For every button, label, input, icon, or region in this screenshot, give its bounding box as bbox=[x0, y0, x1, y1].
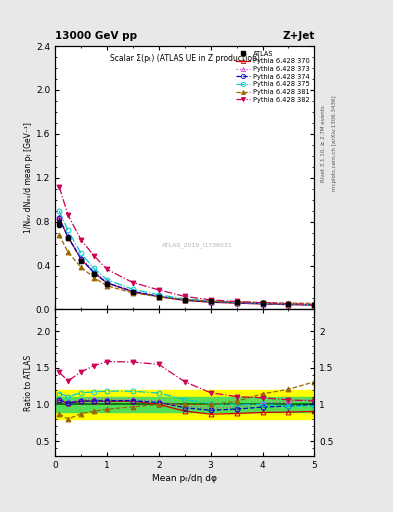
Pythia 6.428 381 bbox=[79, 264, 83, 270]
Pythia 6.428 370 bbox=[234, 300, 239, 306]
Pythia 6.428 381 bbox=[92, 274, 96, 281]
Pythia 6.428 373 bbox=[208, 298, 213, 305]
Text: mcplots.cern.ch [arXiv:1306.3436]: mcplots.cern.ch [arXiv:1306.3436] bbox=[332, 96, 337, 191]
Pythia 6.428 375 bbox=[105, 276, 109, 283]
Pythia 6.428 382 bbox=[66, 212, 70, 218]
Legend: ATLAS, Pythia 6.428 370, Pythia 6.428 373, Pythia 6.428 374, Pythia 6.428 375, P: ATLAS, Pythia 6.428 370, Pythia 6.428 37… bbox=[234, 50, 311, 104]
Pythia 6.428 373 bbox=[57, 214, 62, 220]
Text: ATLAS_2019_I1736531: ATLAS_2019_I1736531 bbox=[162, 242, 233, 248]
Pythia 6.428 375 bbox=[57, 207, 62, 214]
Pythia 6.428 370 bbox=[286, 302, 291, 308]
Pythia 6.428 375 bbox=[312, 302, 317, 308]
Pythia 6.428 382 bbox=[156, 287, 161, 293]
Pythia 6.428 374 bbox=[312, 302, 317, 308]
Pythia 6.428 374 bbox=[66, 234, 70, 240]
Pythia 6.428 374 bbox=[105, 280, 109, 286]
Pythia 6.428 374 bbox=[260, 301, 265, 307]
Pythia 6.428 382 bbox=[286, 301, 291, 307]
Y-axis label: Ratio to ATLAS: Ratio to ATLAS bbox=[24, 354, 33, 411]
Pythia 6.428 382 bbox=[312, 302, 317, 308]
Pythia 6.428 375 bbox=[208, 298, 213, 304]
Pythia 6.428 382 bbox=[208, 297, 213, 303]
X-axis label: Mean pₜ/dη dφ: Mean pₜ/dη dφ bbox=[152, 474, 217, 483]
Pythia 6.428 375 bbox=[130, 286, 135, 292]
Text: Z+Jet: Z+Jet bbox=[282, 31, 314, 41]
Pythia 6.428 381 bbox=[66, 249, 70, 255]
Pythia 6.428 370 bbox=[105, 280, 109, 286]
Pythia 6.428 370 bbox=[57, 215, 62, 221]
Pythia 6.428 370 bbox=[156, 294, 161, 300]
Pythia 6.428 374 bbox=[182, 297, 187, 303]
Pythia 6.428 375 bbox=[286, 301, 291, 307]
Pythia 6.428 373 bbox=[312, 302, 317, 308]
Pythia 6.428 373 bbox=[182, 296, 187, 303]
Pythia 6.428 382 bbox=[57, 183, 62, 189]
Pythia 6.428 374 bbox=[57, 215, 62, 221]
Pythia 6.428 381 bbox=[182, 296, 187, 303]
Pythia 6.428 373 bbox=[260, 300, 265, 306]
Pythia 6.428 374 bbox=[79, 256, 83, 262]
Pythia 6.428 382 bbox=[130, 280, 135, 286]
Text: 13000 GeV pp: 13000 GeV pp bbox=[55, 31, 137, 41]
Pythia 6.428 381 bbox=[105, 283, 109, 289]
Line: Pythia 6.428 374: Pythia 6.428 374 bbox=[57, 216, 317, 307]
Pythia 6.428 373 bbox=[92, 268, 96, 274]
Line: Pythia 6.428 373: Pythia 6.428 373 bbox=[57, 215, 317, 307]
Pythia 6.428 373 bbox=[79, 255, 83, 261]
Pythia 6.428 373 bbox=[286, 301, 291, 307]
Pythia 6.428 381 bbox=[156, 294, 161, 300]
Line: Pythia 6.428 370: Pythia 6.428 370 bbox=[57, 216, 317, 308]
Pythia 6.428 381 bbox=[57, 232, 62, 238]
Pythia 6.428 375 bbox=[66, 227, 70, 233]
Pythia 6.428 370 bbox=[260, 301, 265, 307]
Pythia 6.428 373 bbox=[156, 293, 161, 300]
Pythia 6.428 370 bbox=[130, 289, 135, 295]
Pythia 6.428 370 bbox=[92, 269, 96, 275]
Line: Pythia 6.428 381: Pythia 6.428 381 bbox=[57, 232, 317, 306]
Pythia 6.428 381 bbox=[208, 298, 213, 304]
Pythia 6.428 374 bbox=[92, 269, 96, 275]
Line: Pythia 6.428 382: Pythia 6.428 382 bbox=[57, 184, 317, 307]
Pythia 6.428 370 bbox=[208, 299, 213, 305]
Pythia 6.428 370 bbox=[182, 297, 187, 304]
Pythia 6.428 373 bbox=[66, 233, 70, 239]
Pythia 6.428 381 bbox=[260, 300, 265, 306]
Pythia 6.428 382 bbox=[234, 298, 239, 305]
Pythia 6.428 370 bbox=[312, 302, 317, 308]
Text: Scalar Σ(pₜ) (ATLAS UE in Z production): Scalar Σ(pₜ) (ATLAS UE in Z production) bbox=[110, 54, 260, 63]
Pythia 6.428 375 bbox=[182, 296, 187, 302]
Pythia 6.428 375 bbox=[156, 292, 161, 298]
Pythia 6.428 370 bbox=[79, 256, 83, 262]
Pythia 6.428 373 bbox=[105, 279, 109, 285]
Pythia 6.428 382 bbox=[260, 300, 265, 306]
Pythia 6.428 374 bbox=[208, 299, 213, 305]
Pythia 6.428 382 bbox=[105, 266, 109, 272]
Text: Rivet 3.1.10, ≥ 2.7M events: Rivet 3.1.10, ≥ 2.7M events bbox=[320, 105, 325, 182]
Pythia 6.428 381 bbox=[130, 290, 135, 296]
Pythia 6.428 382 bbox=[182, 293, 187, 300]
Pythia 6.428 374 bbox=[234, 300, 239, 306]
Pythia 6.428 375 bbox=[234, 299, 239, 305]
Y-axis label: 1/Nₑᵥ dNₑᵥ/d mean pₜ [GeV⁻¹]: 1/Nₑᵥ dNₑᵥ/d mean pₜ [GeV⁻¹] bbox=[24, 122, 33, 233]
Pythia 6.428 375 bbox=[92, 265, 96, 271]
Pythia 6.428 373 bbox=[130, 288, 135, 294]
Line: Pythia 6.428 375: Pythia 6.428 375 bbox=[57, 208, 317, 307]
Pythia 6.428 370 bbox=[66, 234, 70, 240]
Pythia 6.428 373 bbox=[234, 300, 239, 306]
Pythia 6.428 374 bbox=[286, 301, 291, 307]
Pythia 6.428 382 bbox=[79, 237, 83, 243]
Pythia 6.428 375 bbox=[79, 250, 83, 257]
Pythia 6.428 382 bbox=[92, 252, 96, 259]
Pythia 6.428 381 bbox=[312, 300, 317, 306]
Pythia 6.428 374 bbox=[156, 293, 161, 300]
Pythia 6.428 381 bbox=[286, 300, 291, 306]
Pythia 6.428 375 bbox=[260, 300, 265, 306]
Pythia 6.428 381 bbox=[234, 299, 239, 305]
Pythia 6.428 374 bbox=[130, 288, 135, 294]
